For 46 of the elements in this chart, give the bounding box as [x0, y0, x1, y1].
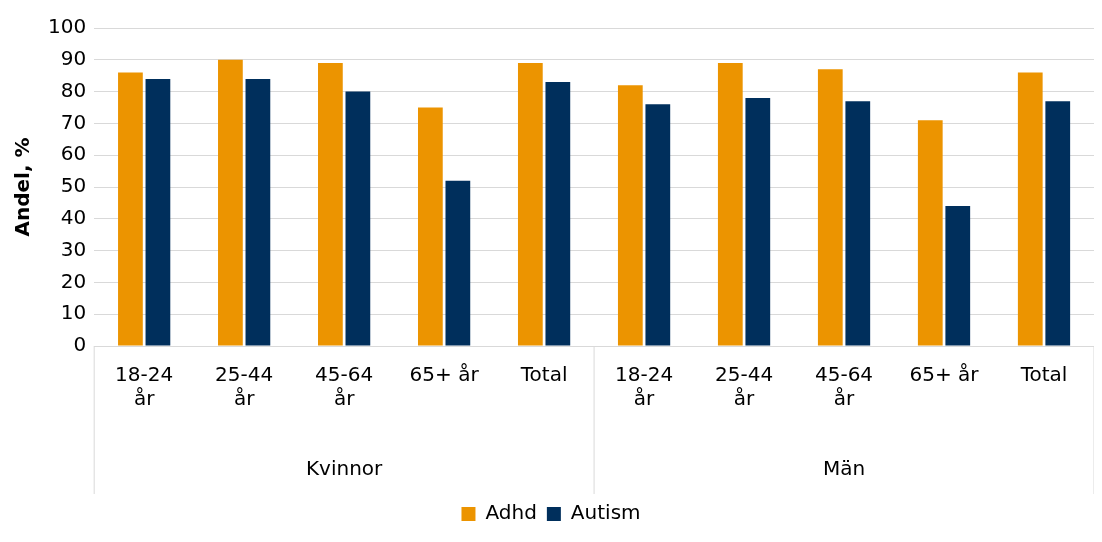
bar	[245, 78, 271, 346]
x-tick-label: Total	[519, 362, 568, 387]
bar	[845, 101, 871, 346]
bar	[218, 59, 243, 346]
bar	[717, 62, 743, 346]
y-axis-title: Andel, %	[10, 137, 35, 237]
x-tick-label: 65+ år	[409, 362, 480, 387]
bar	[1017, 72, 1043, 346]
y-tick-label: 30	[60, 236, 87, 261]
text: Kvinnor	[305, 456, 384, 481]
x-tick-label: 18-24 år	[115, 362, 174, 411]
y-tick-label: 10	[60, 300, 87, 325]
x-tick-label: 25-44 år	[215, 362, 274, 411]
bar	[917, 120, 943, 346]
x-tick-label: 45-64 år	[315, 362, 374, 411]
bar	[1045, 101, 1071, 346]
bar	[318, 62, 343, 346]
y-tick-label: 50	[60, 173, 87, 198]
y-tick-label: 60	[60, 141, 87, 166]
y-tick-label: 70	[60, 109, 87, 134]
bar	[545, 82, 571, 346]
x-tick-label: Total	[1019, 362, 1068, 387]
legend-label: Autism	[570, 500, 641, 525]
y-tick-label: 90	[60, 46, 87, 70]
y-tick-label: 0	[73, 332, 87, 357]
bar	[817, 69, 843, 346]
bar	[645, 104, 671, 346]
bar	[145, 78, 171, 346]
y-tick-label: 100	[47, 14, 87, 39]
x-tick-label: 18-24 år	[615, 362, 674, 411]
bar	[745, 97, 771, 346]
y-tick-label: 80	[60, 77, 87, 102]
bar	[517, 62, 543, 346]
bar	[617, 85, 643, 346]
bar	[945, 206, 971, 346]
x-tick-label: 25-44 år	[715, 362, 774, 411]
bar	[345, 91, 371, 346]
bar	[445, 180, 471, 346]
bar	[118, 72, 143, 346]
text: Män	[822, 456, 866, 481]
legend-label: Adhd	[485, 500, 537, 525]
x-tick-label: 45-64 år	[814, 362, 874, 411]
x-tick-label: 65+ år	[909, 362, 980, 387]
y-tick-label: 40	[60, 205, 87, 229]
y-tick-label: 20	[60, 268, 87, 293]
bar	[417, 107, 443, 346]
